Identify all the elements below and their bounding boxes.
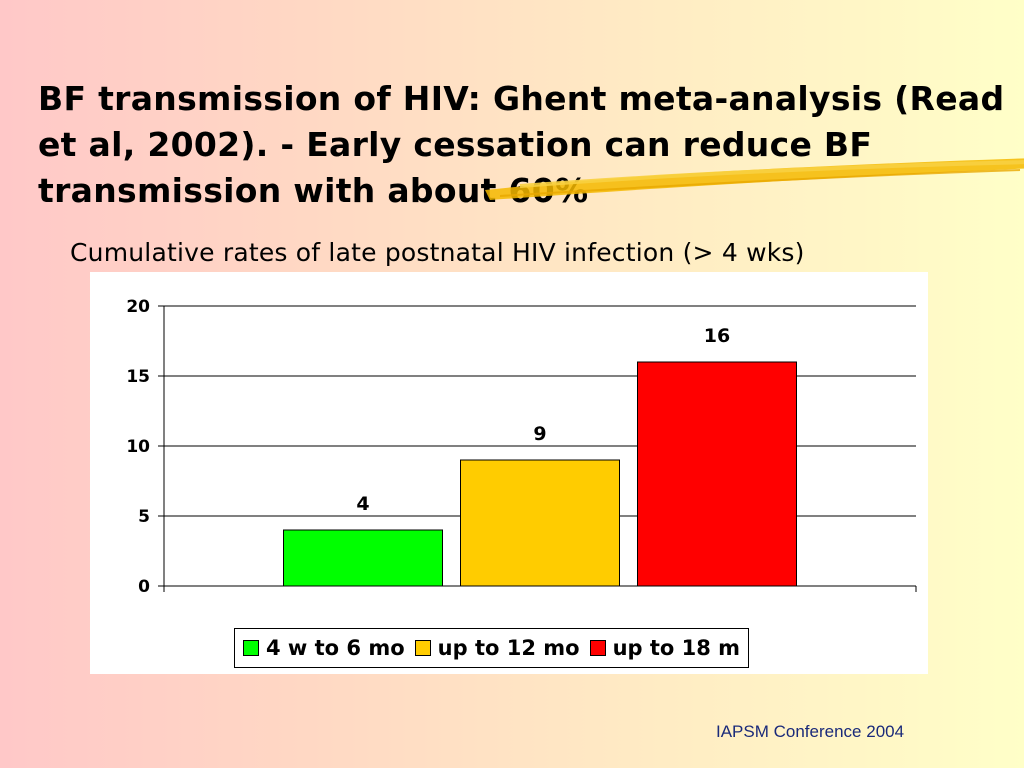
y-tick-label: 20 [126,297,150,317]
y-tick-label: 0 [138,577,150,597]
data-label-3: 16 [704,325,730,347]
chart-subtitle: Cumulative rates of late postnatal HIV i… [70,238,805,267]
brush-stroke-decoration [485,158,1024,200]
data-label-1: 4 [356,493,369,515]
legend-item-1: 4 w to 6 mo [243,636,405,660]
legend-swatch [589,640,606,656]
bar-2 [460,459,620,587]
legend-item-2: up to 12 mo [414,636,580,660]
legend-swatch [414,640,431,656]
legend-label: up to 18 m [612,636,741,660]
legend-label: 4 w to 6 mo [266,636,405,660]
chart-legend: 4 w to 6 mo up to 12 mo up to 18 m [234,628,750,668]
legend-item-3: up to 18 m [589,636,741,660]
bar-1 [283,529,443,587]
legend-swatch [243,640,259,656]
footer-text: IAPSM Conference 2004 [716,722,905,741]
y-tick-label: 15 [126,367,150,387]
legend-label: up to 12 mo [437,636,580,660]
y-tick-label: 5 [138,507,150,527]
bar-chart: 0 5 10 15 20 4 9 16 [126,297,917,597]
bar-3 [637,361,797,587]
chart-panel: 0 5 10 15 20 4 9 16 4 w to 6 mo up to 12 mo up to… [90,272,928,674]
data-label-2: 9 [533,423,546,445]
y-tick-label: 10 [126,437,150,457]
